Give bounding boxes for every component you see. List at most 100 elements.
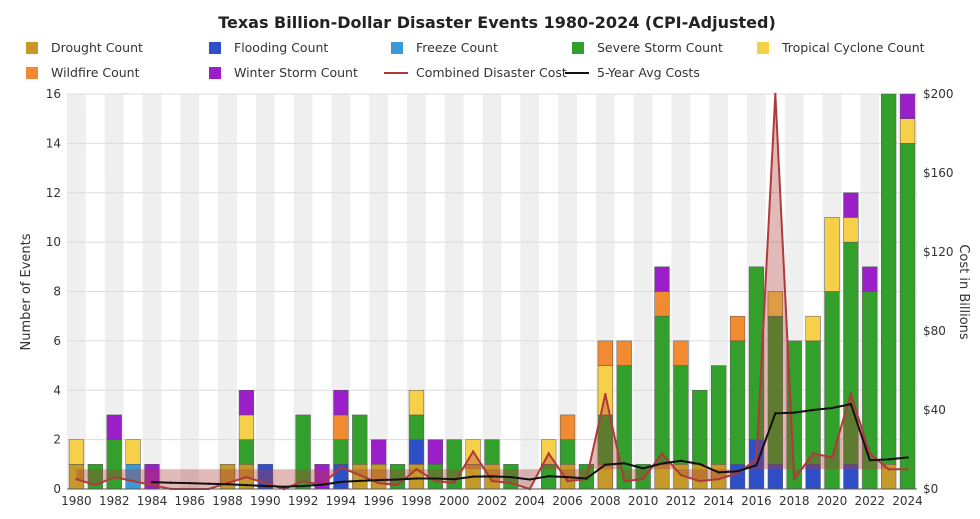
x-tick-label: 1994	[326, 494, 357, 508]
five-year-avg-point-1998	[415, 477, 418, 480]
combined-cost-point-2001	[471, 450, 475, 453]
legend-label: Tropical Cyclone Count	[781, 40, 925, 55]
bar-tropical-cyclone-count-1998	[408, 390, 425, 416]
combined-cost-point-2015	[736, 472, 739, 475]
x-tick-label: 1980	[61, 494, 92, 508]
five-year-avg-point-1987	[207, 482, 210, 485]
five-year-avg-point-2015	[736, 470, 739, 473]
bar-severe-storm-count-2011	[654, 315, 670, 465]
x-tick-label: 2010	[628, 494, 659, 508]
x-tick-label: 1988	[212, 494, 243, 508]
bar-tropical-cyclone-count-1980	[68, 439, 85, 465]
bar-tropical-cyclone-count-2019	[805, 315, 821, 342]
y-tick-label: 12	[46, 186, 61, 200]
combined-cost-point-2008	[604, 393, 607, 396]
five-year-avg-point-2016	[755, 464, 758, 467]
legend-label: Wildfire Count	[51, 65, 140, 80]
combined-cost-point-1998	[415, 468, 418, 471]
combined-cost-point-1980	[75, 477, 78, 481]
bar-severe-storm-count-2006	[559, 439, 576, 465]
legend-item-combined-disaster-cost: Combined Disaster Cost	[384, 65, 567, 80]
y-tick-label: 4	[53, 383, 61, 397]
bar-severe-storm-count-2002	[484, 439, 500, 465]
bar-winter-storm-count-1999	[427, 439, 443, 465]
y-tick-label: 2	[53, 433, 61, 447]
combined-cost-point-2017	[774, 92, 777, 96]
y2-tick-label: $0	[923, 482, 938, 496]
five-year-avg-point-1992	[301, 484, 305, 488]
x-tick-label: 2022	[855, 494, 886, 508]
combined-cost-point-2012	[679, 473, 683, 477]
combined-cost-point-2019	[811, 452, 815, 455]
x-tick-label: 2020	[817, 494, 848, 508]
legend-swatch	[26, 67, 38, 79]
bar-severe-storm-count-1982	[106, 439, 122, 490]
combined-cost-point-1995	[358, 473, 361, 477]
bar-tropical-cyclone-count-2024	[899, 118, 916, 144]
five-year-avg-point-2004	[528, 478, 531, 481]
legend-item-tropical-cyclone-count: Tropical Cyclone Count	[757, 40, 925, 55]
bar-winter-storm-count-2021	[843, 192, 859, 218]
combined-cost-point-1994	[339, 466, 343, 469]
legend-label: Combined Disaster Cost	[416, 65, 567, 80]
bar-flooding-count-1998	[408, 439, 425, 465]
bar-severe-storm-count-1994	[333, 439, 349, 465]
combined-cost-point-2021	[849, 393, 853, 396]
x-tick-label: 2002	[477, 494, 508, 508]
five-year-avg-point-2023	[887, 458, 890, 461]
combined-cost-point-1983	[131, 479, 135, 483]
legend-label: 5-Year Avg Costs	[597, 65, 700, 80]
combined-cost-point-2022	[868, 452, 871, 455]
legend-item-drought-count: Drought Count	[26, 40, 143, 55]
y-tick-label: 0	[53, 482, 61, 496]
combined-cost-point-2006	[566, 479, 569, 483]
bar-winter-storm-count-1996	[371, 439, 387, 465]
legend-label: Severe Storm Count	[597, 40, 723, 55]
five-year-avg-point-2007	[585, 477, 588, 480]
five-year-avg-point-2022	[868, 458, 871, 462]
x-tick-label: 2000	[439, 494, 470, 508]
bar-severe-storm-count-2015	[729, 340, 746, 465]
x-tick-label: 2024	[892, 494, 923, 508]
legend-item-freeze-count: Freeze Count	[391, 40, 498, 55]
axes: 0 2 4 6 8 10 12 14 16 $0 $40 $80 $120 $160 $200 1980 198…	[46, 87, 954, 508]
bar-severe-storm-count-2012	[673, 365, 689, 465]
combined-cost-point-2013	[698, 479, 701, 483]
x-tick-label: 2014	[703, 494, 734, 508]
five-year-avg-point-2012	[679, 459, 683, 462]
five-year-avg-point-2011	[660, 462, 664, 465]
five-year-avg-point-2001	[471, 475, 475, 478]
bar-winter-storm-count-2011	[654, 266, 670, 292]
combined-cost-point-1990	[264, 481, 267, 485]
bar-tropical-cyclone-count-2017	[767, 291, 783, 317]
x-tick-label: 1990	[250, 494, 281, 508]
bar-severe-storm-count-2023	[881, 93, 897, 465]
five-year-avg-point-1996	[377, 478, 380, 482]
five-year-avg-point-1999	[434, 477, 437, 480]
five-year-avg-point-2006	[566, 475, 569, 479]
five-year-avg-point-1988	[226, 483, 229, 486]
y-tick-label: 10	[46, 235, 61, 249]
combined-cost-point-2011	[660, 452, 664, 455]
combined-cost-point-1981	[94, 483, 97, 487]
five-year-avg-point-1994	[339, 480, 343, 484]
bar-wildfire-count-2009	[616, 340, 632, 366]
legend-item-5-year-avg-costs: 5-Year Avg Costs	[565, 65, 700, 80]
x-tick-label: 1982	[99, 494, 130, 508]
bar-winter-storm-count-2022	[862, 266, 878, 292]
combined-cost-point-2020	[830, 456, 834, 459]
x-tick-label: 2012	[666, 494, 697, 508]
five-year-avg-point-2014	[717, 471, 720, 474]
five-year-avg-point-1990	[264, 484, 267, 488]
legend-swatch	[572, 42, 584, 54]
bar-severe-storm-count-2013	[692, 390, 708, 465]
combined-cost-point-1982	[113, 475, 116, 479]
five-year-avg-point-2002	[490, 475, 494, 478]
bar-severe-storm-count-2019	[805, 340, 821, 465]
x-tick-label: 1992	[288, 494, 319, 508]
legend: Drought Count Flooding Count Freeze Count S…	[26, 40, 925, 80]
bar-wildfire-count-2012	[673, 340, 689, 366]
x-tick-label: 2004	[515, 494, 546, 508]
combined-cost-point-1996	[377, 481, 380, 485]
